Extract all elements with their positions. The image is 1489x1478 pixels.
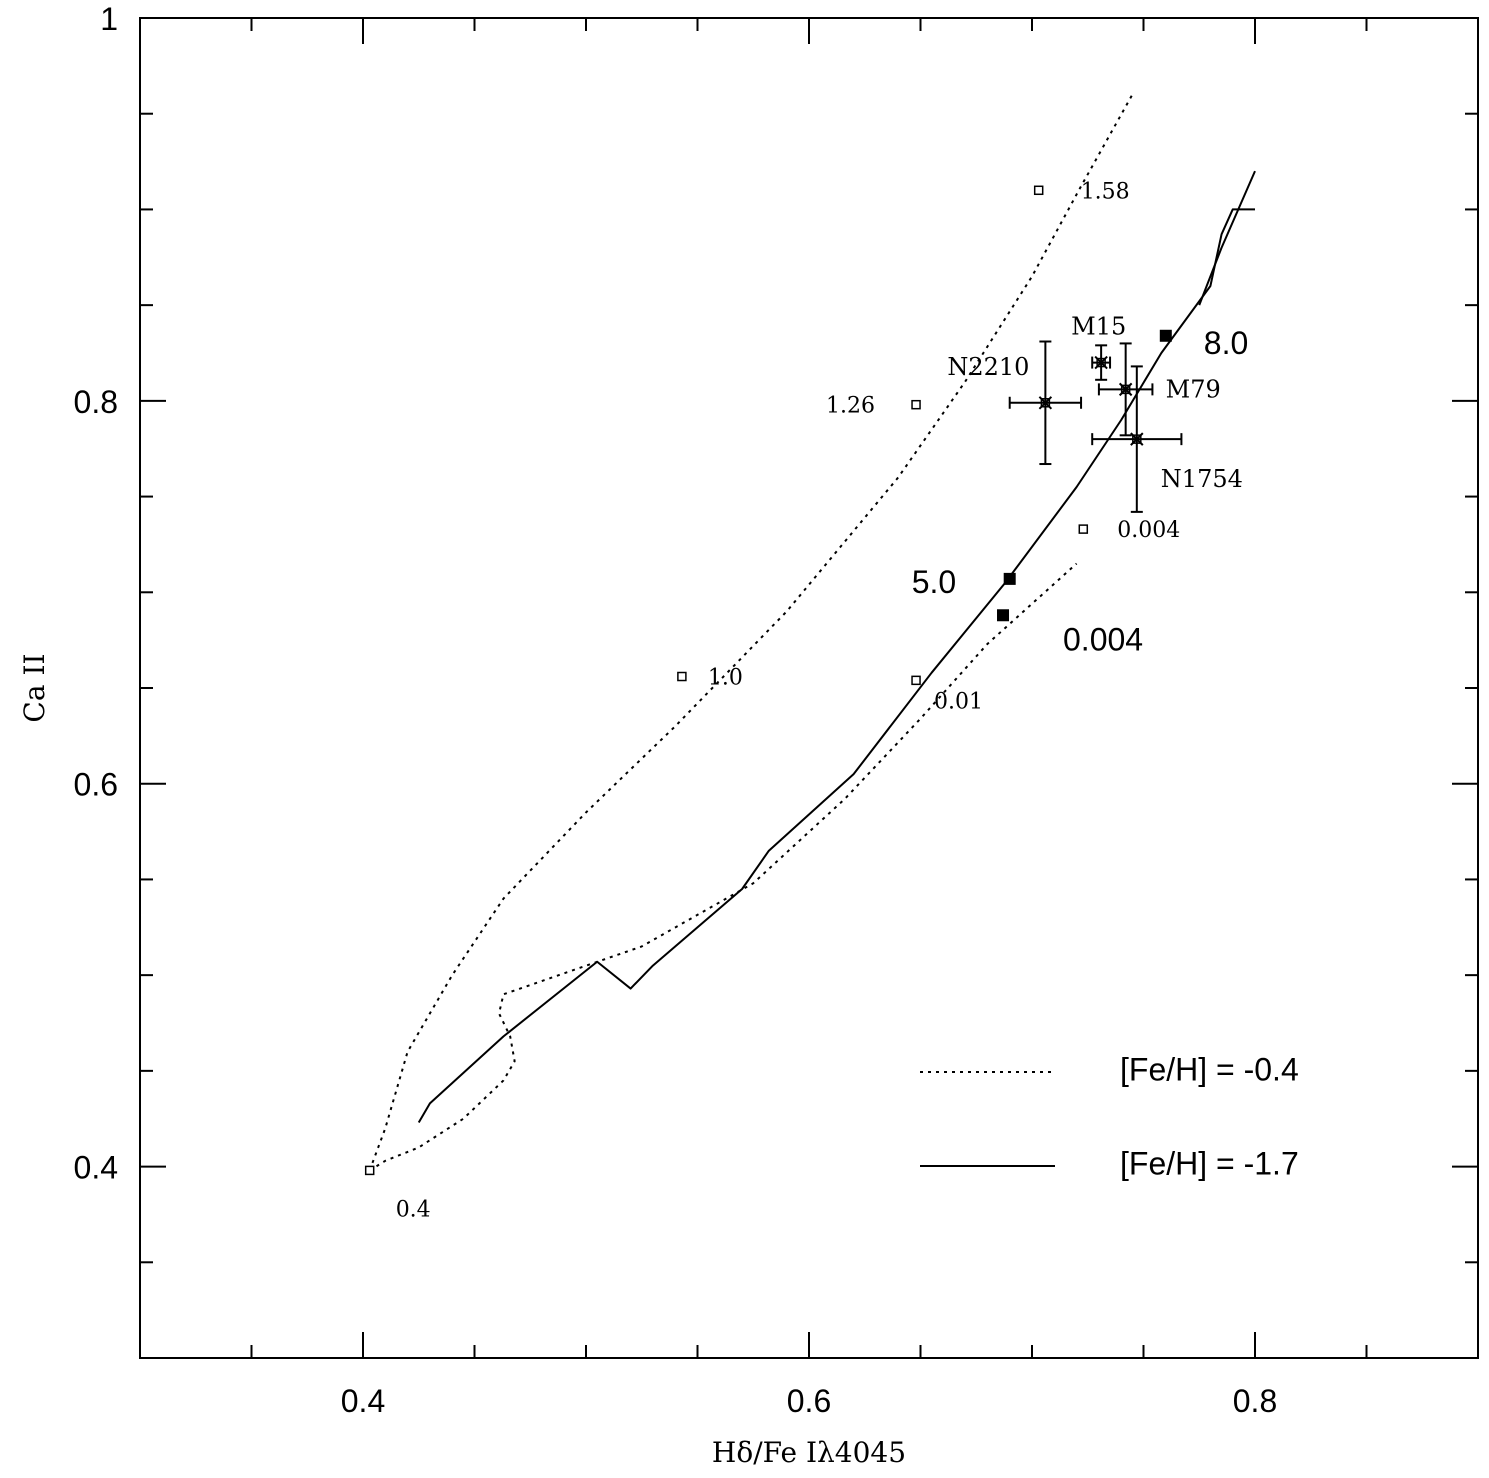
marker-labels: 0.4 1.0 1.26 1.58 0.01 0.004 5.0 8.0 0.004 [396,179,1249,1222]
filled-square-marker [1159,329,1172,342]
open-square-marker [911,399,921,410]
star-marker-box [1132,434,1142,444]
x-tick-label: 0.8 [1233,1383,1277,1419]
marker-label: 1.26 [826,394,875,419]
marker-label: 1.58 [1081,179,1130,204]
axis-tick-labels: 0.4 0.6 0.8 0.4 0.6 0.8 1 [74,1,1278,1419]
filled-square-marker [1003,572,1016,585]
open-square-marker [1078,524,1089,534]
star-marker-box [1040,398,1051,408]
axis-ticks [139,17,1479,1359]
series-line-0-0 [369,562,1078,1172]
filled-square-marker [997,609,1010,622]
x-axis-label: Hδ/Fe Iλ4045 [712,1436,906,1469]
series-line-0-1 [368,94,1134,1171]
cluster-label: N2210 [947,353,1029,381]
series-line-1-1 [1198,170,1256,306]
y-tick-label: 0.4 [74,1150,118,1186]
marker-label: 0.004 [1117,518,1180,543]
cluster-label: M79 [1166,375,1221,403]
legend-label-0: [Fe/H] = -0.4 [1120,1051,1299,1087]
open-square-marker [364,1165,375,1176]
open-square-marker [1033,185,1044,196]
y-tick-label: 1 [100,1,118,37]
series-line-1-0 [417,208,1255,1124]
open-square-marker [911,675,921,686]
marker-label: 0.004 [1063,621,1143,657]
cluster-label: N1754 [1161,465,1243,493]
marker-label: 1.0 [708,666,743,691]
y-tick-label: 0.8 [74,384,118,420]
x-tick-label: 0.6 [787,1383,831,1419]
star-marker-box [1096,357,1106,368]
series-markers [364,185,1172,1176]
cluster-points: N2210 M15 M79 N1754 [947,313,1243,513]
y-tick-label: 0.6 [74,767,118,803]
cluster-label: M15 [1071,313,1126,341]
marker-label: 5.0 [912,564,956,600]
marker-label: 8.0 [1204,325,1248,361]
series-lines [368,94,1256,1172]
legend: [Fe/H] = -0.4 [Fe/H] = -1.7 [920,1051,1299,1181]
x-tick-label: 0.4 [341,1383,385,1419]
open-square-marker [677,671,687,682]
marker-label: 0.4 [396,1197,431,1222]
legend-label-1: [Fe/H] = -1.7 [1120,1145,1299,1181]
star-marker-box [1120,384,1131,395]
marker-label: 0.01 [934,689,983,714]
y-axis-label: Ca II [18,653,51,722]
